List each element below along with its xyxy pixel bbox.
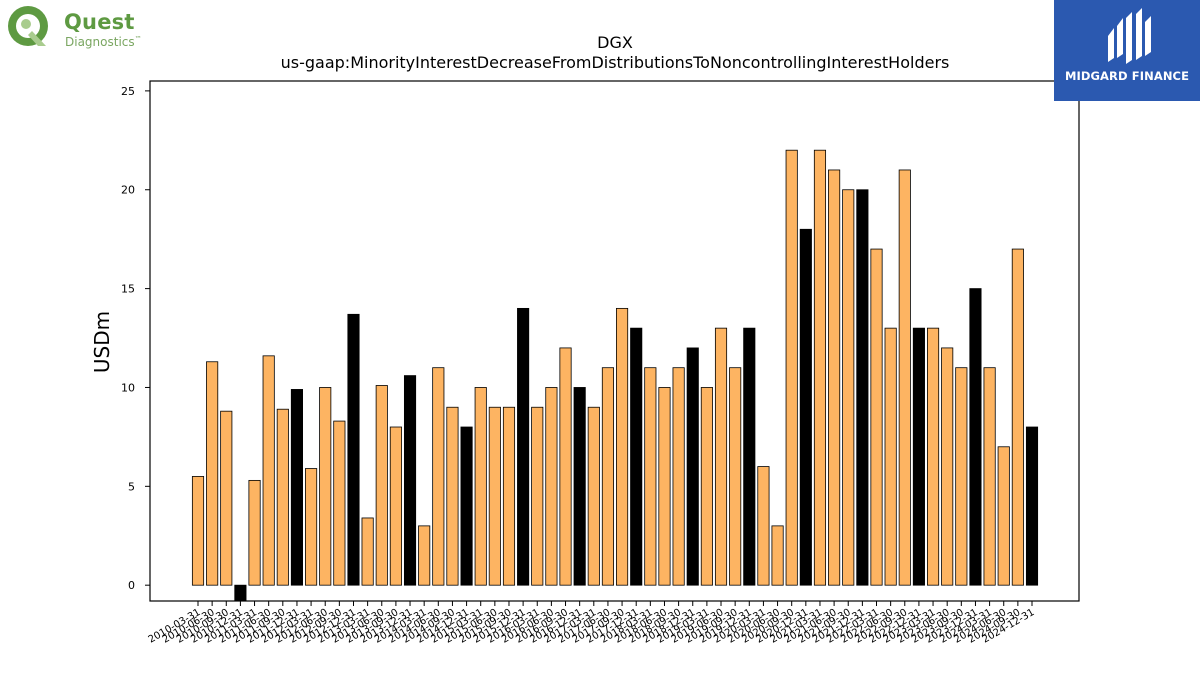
bar bbox=[262, 355, 275, 586]
bar bbox=[361, 517, 374, 586]
bar bbox=[418, 525, 431, 586]
bar bbox=[813, 149, 827, 586]
y-tick-label: 15 bbox=[121, 283, 135, 296]
bar bbox=[1025, 426, 1039, 586]
plot-frame bbox=[149, 80, 1080, 602]
bar bbox=[700, 387, 713, 586]
bar bbox=[828, 169, 841, 586]
bar bbox=[531, 406, 544, 586]
bar bbox=[191, 476, 205, 586]
chart-subtitle: us-gaap:MinorityInterestDecreaseFromDist… bbox=[281, 53, 950, 72]
quest-logo-sub-text: Diagnostics bbox=[65, 35, 135, 49]
bar bbox=[559, 347, 572, 586]
bar bbox=[234, 584, 247, 602]
y-tick-label: 5 bbox=[128, 480, 135, 493]
bar bbox=[997, 446, 1010, 586]
bar bbox=[884, 327, 897, 586]
bar bbox=[955, 367, 968, 586]
chart-title: DGX bbox=[597, 33, 633, 52]
bar bbox=[799, 228, 812, 586]
bar bbox=[927, 327, 940, 586]
bar bbox=[842, 189, 855, 586]
bar bbox=[941, 347, 954, 586]
midgard-logo-name: MIDGARD FINANCE bbox=[1064, 69, 1190, 83]
bar bbox=[446, 406, 459, 586]
bar bbox=[206, 361, 219, 586]
bar bbox=[983, 367, 996, 586]
quest-logo-icon bbox=[8, 6, 48, 46]
bar bbox=[474, 387, 487, 586]
bar bbox=[403, 375, 417, 586]
bar bbox=[630, 327, 643, 586]
bar bbox=[1011, 248, 1024, 586]
bar bbox=[658, 387, 671, 586]
quest-diagnostics-logo: Quest Diagnostics™ bbox=[4, 4, 164, 50]
bar bbox=[912, 327, 925, 586]
bar bbox=[220, 410, 233, 586]
bar bbox=[644, 367, 657, 586]
y-tick-label: 10 bbox=[121, 381, 135, 394]
bar bbox=[729, 367, 742, 586]
bar bbox=[347, 313, 360, 586]
bar bbox=[743, 327, 756, 586]
y-tick-label: 0 bbox=[128, 579, 135, 592]
bar bbox=[573, 387, 586, 586]
bar bbox=[545, 387, 558, 586]
bar bbox=[248, 479, 261, 586]
y-tick-label: 25 bbox=[121, 85, 135, 98]
quest-logo-subtitle: Diagnostics™ bbox=[65, 35, 142, 49]
bar bbox=[319, 387, 332, 586]
bar bbox=[290, 389, 304, 586]
y-axis: 0 5 10 15 20 25 bbox=[121, 85, 150, 592]
bar bbox=[333, 420, 346, 586]
bar bbox=[785, 149, 798, 586]
bar-series bbox=[191, 149, 1039, 602]
quest-logo-name: Quest bbox=[64, 10, 135, 34]
bar bbox=[460, 426, 473, 586]
bar bbox=[502, 406, 516, 586]
bar bbox=[375, 385, 388, 586]
bar bbox=[870, 248, 883, 586]
bar bbox=[771, 525, 784, 586]
bar bbox=[672, 367, 685, 586]
bar bbox=[969, 288, 982, 586]
bar bbox=[616, 307, 629, 586]
y-tick-label: 20 bbox=[121, 184, 135, 197]
bar bbox=[856, 189, 869, 586]
bar bbox=[757, 466, 770, 586]
bar bbox=[587, 406, 600, 586]
bar bbox=[305, 468, 318, 586]
y-axis-label: USDm bbox=[90, 311, 114, 373]
bar bbox=[601, 367, 614, 586]
x-axis: 2010-03-312010-06-302010-09-302010-12-31… bbox=[147, 601, 1037, 646]
bar bbox=[488, 406, 501, 586]
bar bbox=[389, 426, 402, 586]
midgard-finance-logo: MIDGARD FINANCE bbox=[1054, 0, 1200, 101]
quest-logo-trademark: ™ bbox=[134, 35, 142, 43]
midgard-logo-icon bbox=[1108, 8, 1151, 64]
bar bbox=[276, 408, 289, 586]
bar bbox=[686, 347, 699, 586]
bar bbox=[517, 307, 530, 586]
bar bbox=[714, 327, 728, 586]
bar bbox=[432, 367, 445, 586]
bar bbox=[898, 169, 911, 586]
